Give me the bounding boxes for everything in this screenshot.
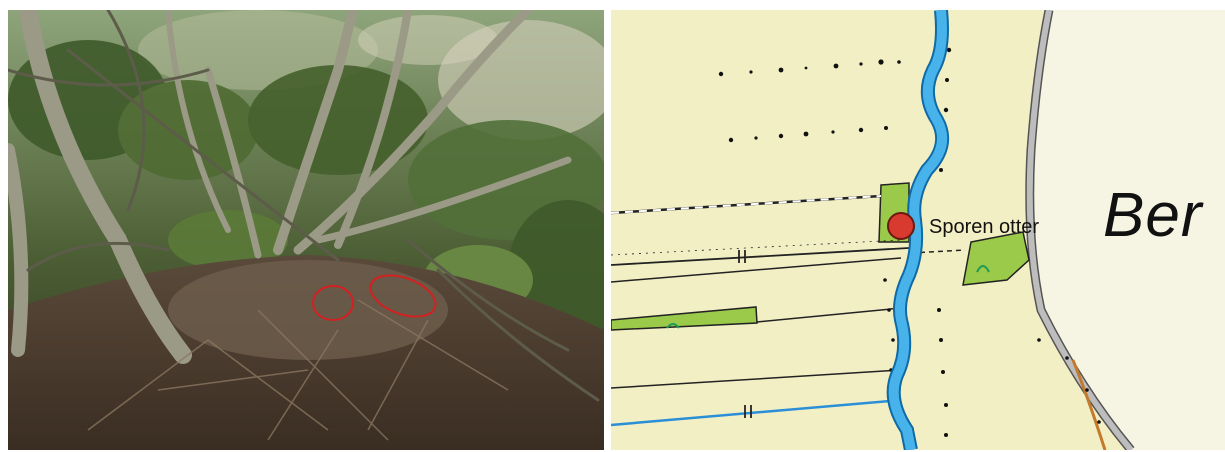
topographic-map — [611, 10, 1225, 450]
annotation-circle-large — [369, 274, 437, 318]
place-name-label: Ber — [1103, 181, 1203, 250]
photo-image — [8, 10, 604, 450]
map-panel: Sporen otter Ber — [611, 10, 1225, 450]
location-marker-icon[interactable] — [887, 212, 915, 240]
annotation-circle-small — [312, 285, 354, 321]
marker-label: Sporen otter — [929, 216, 1040, 238]
photo-panel — [8, 10, 604, 450]
